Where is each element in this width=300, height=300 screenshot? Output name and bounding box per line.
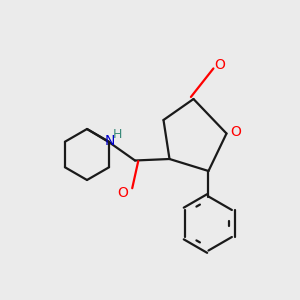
Text: N: N [105,134,115,148]
Text: O: O [117,186,128,200]
Text: H: H [113,128,123,141]
Text: O: O [230,125,241,139]
Text: O: O [214,58,225,72]
